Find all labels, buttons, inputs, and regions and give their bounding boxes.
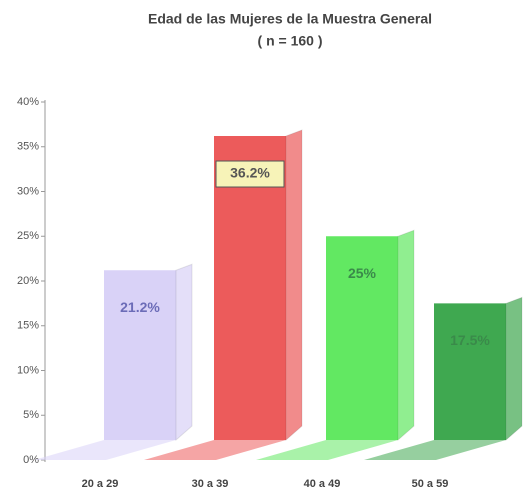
bar-side xyxy=(397,229,415,442)
value-label: 25% xyxy=(348,265,377,281)
bar-floor xyxy=(144,440,286,460)
bar xyxy=(214,136,286,440)
y-tick-label: 30% xyxy=(17,185,39,197)
x-tick-label: 30 a 39 xyxy=(192,478,229,490)
bar xyxy=(104,270,176,440)
value-label: 17.5% xyxy=(450,332,490,348)
x-tick-label: 50 a 59 xyxy=(412,478,449,490)
bar xyxy=(434,303,506,440)
y-tick-label: 10% xyxy=(17,364,39,376)
chart-subtitle: ( n = 160 ) xyxy=(258,33,323,49)
y-tick-label: 25% xyxy=(17,230,39,242)
y-tick-label: 15% xyxy=(17,320,39,332)
y-tick-label: 35% xyxy=(17,141,39,153)
y-tick-label: 0% xyxy=(23,454,39,466)
y-tick-label: 5% xyxy=(23,409,39,421)
bar-side xyxy=(175,263,193,442)
bar-side xyxy=(285,129,303,442)
bar-floor xyxy=(256,440,398,460)
chart-title: Edad de las Mujeres de la Muestra Genera… xyxy=(148,11,432,27)
bar-floor xyxy=(364,440,506,460)
y-tick-label: 20% xyxy=(17,275,39,287)
value-label-box xyxy=(215,160,285,188)
x-tick-label: 20 a 29 xyxy=(82,478,119,490)
bar xyxy=(326,236,398,440)
bar-floor xyxy=(34,440,176,460)
value-label: 21.2% xyxy=(120,299,160,315)
value-label: 36.2% xyxy=(230,165,270,181)
y-tick-label: 40% xyxy=(17,96,39,108)
x-tick-label: 40 a 49 xyxy=(304,478,341,490)
bar-side xyxy=(505,296,523,442)
